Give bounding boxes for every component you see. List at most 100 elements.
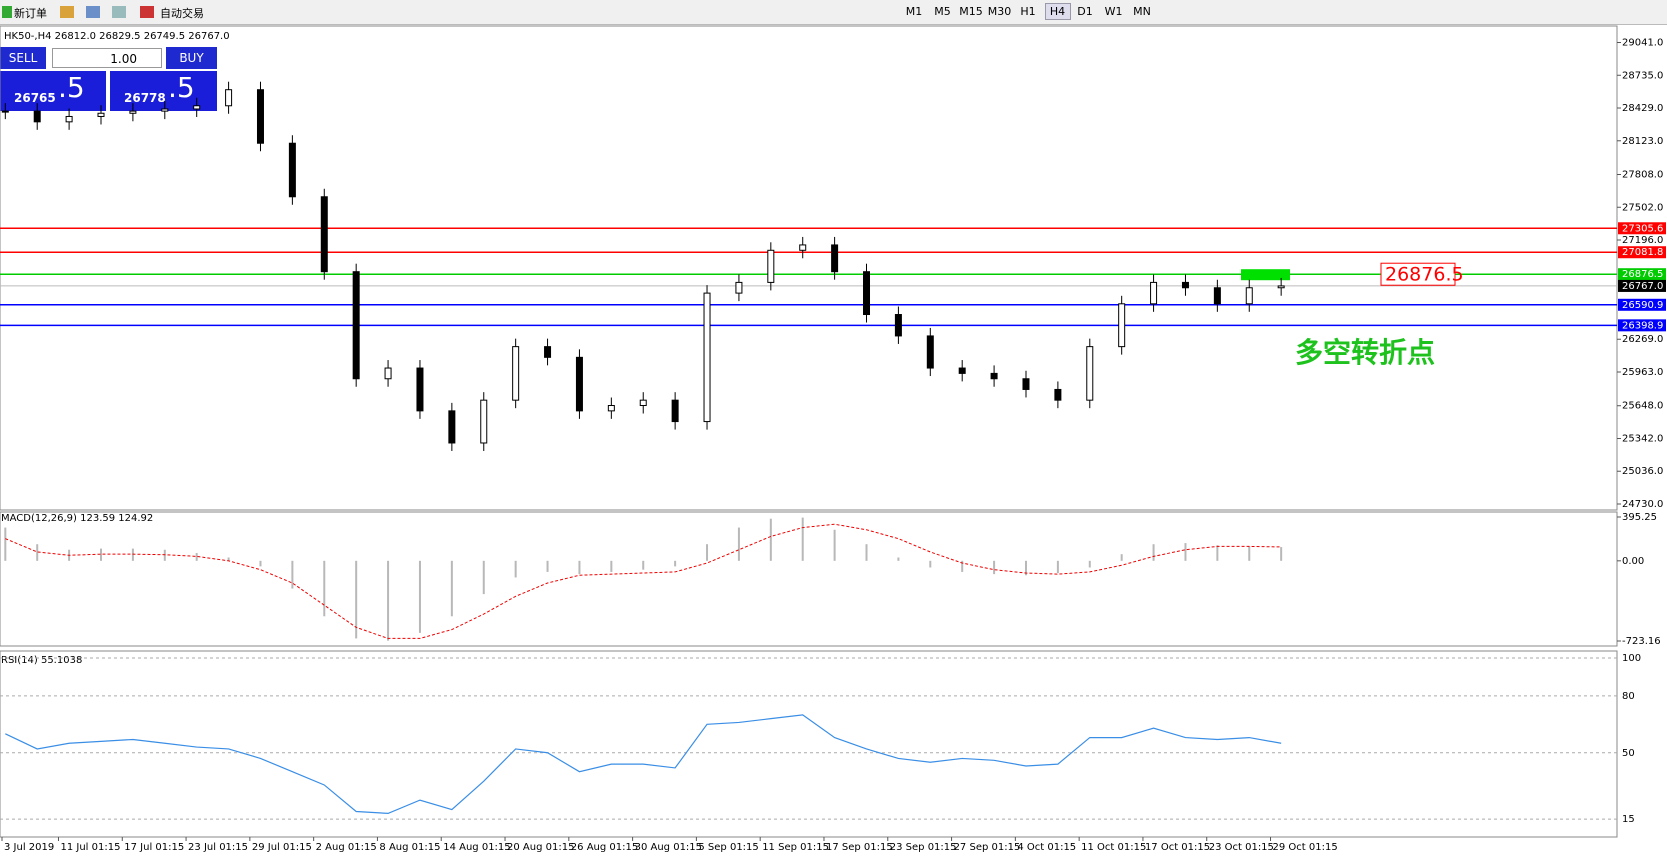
buy-button[interactable]: BUY xyxy=(166,47,217,69)
candle xyxy=(1118,303,1126,348)
macd-bar xyxy=(961,560,964,572)
ask-box[interactable]: 26778 .5 xyxy=(110,71,217,111)
y-tick-label: -723.16 xyxy=(1622,636,1661,647)
timeframe[interactable]: MN xyxy=(1133,5,1151,18)
macd-bar xyxy=(993,560,996,575)
candle xyxy=(607,405,615,412)
bid-box[interactable]: 26765 .5 xyxy=(0,71,106,111)
candle xyxy=(320,196,328,273)
trade-panel: SELL 1.00 BUY 26765 .5 26778 .5 xyxy=(0,47,217,111)
macd-bar xyxy=(291,560,294,589)
x-tick-label: 29 Oct 01:15 xyxy=(1273,842,1338,853)
candle xyxy=(480,399,488,444)
candle xyxy=(384,367,392,380)
y-tick-label: 28429.0 xyxy=(1622,103,1663,114)
level-label: 26398.9 xyxy=(1622,320,1663,331)
macd-bar xyxy=(195,553,198,561)
candle xyxy=(448,410,456,444)
candle xyxy=(225,89,233,107)
timeframe[interactable]: M15 xyxy=(959,5,983,18)
y-tick-label: 25648.0 xyxy=(1622,401,1663,412)
symbol-info: HK50-,H4 26812.0 26829.5 26749.5 26767.0 xyxy=(4,31,230,42)
level-label: 27305.6 xyxy=(1622,223,1663,234)
rsi-line xyxy=(5,714,1282,814)
timeframe[interactable]: H4 xyxy=(1044,3,1071,20)
x-tick-label: 26 Aug 01:15 xyxy=(571,842,638,853)
candle xyxy=(1150,281,1158,305)
macd-bar xyxy=(1216,545,1219,561)
icon xyxy=(2,6,12,18)
macd-bar xyxy=(1152,544,1155,561)
macd-frame xyxy=(0,511,1618,647)
marker xyxy=(1241,269,1290,281)
macd-bar xyxy=(1184,543,1187,561)
ask-price: 26778 xyxy=(124,91,166,105)
x-tick-label: 5 Sep 01:15 xyxy=(698,842,758,853)
candle xyxy=(799,244,807,251)
ask-fraction: .5 xyxy=(168,71,195,104)
timeframe[interactable]: H1 xyxy=(1020,5,1036,18)
macd-bar xyxy=(100,548,103,561)
candle xyxy=(544,346,552,358)
macd-bar xyxy=(387,560,390,641)
icon[interactable] xyxy=(112,6,126,18)
y-tick-label: 24730.0 xyxy=(1622,499,1663,510)
macd-bar xyxy=(418,560,421,633)
x-tick-label: 23 Oct 01:15 xyxy=(1209,842,1274,853)
sell-button[interactable]: SELL xyxy=(0,47,46,69)
y-tick-label: 80 xyxy=(1622,691,1635,702)
macd-bar xyxy=(514,560,517,578)
callout-label: 26876.5 xyxy=(1385,264,1464,286)
icon[interactable] xyxy=(60,6,74,18)
auto-trading[interactable]: 自动交易 xyxy=(160,7,204,20)
timeframe[interactable]: M5 xyxy=(934,5,951,18)
bid-fraction: .5 xyxy=(58,71,85,104)
candle xyxy=(129,110,137,114)
level-tag xyxy=(1618,222,1666,235)
y-tick-label: 100 xyxy=(1622,653,1641,664)
macd-bar xyxy=(1280,547,1283,561)
timeframe[interactable]: M30 xyxy=(987,5,1012,18)
x-tick-label: 20 Aug 01:15 xyxy=(507,842,574,853)
macd-bar xyxy=(769,518,772,561)
level-tag xyxy=(1618,298,1666,311)
macd-bar xyxy=(482,560,485,595)
y-tick-label: 28735.0 xyxy=(1622,70,1663,81)
macd-bar xyxy=(355,560,358,639)
candle xyxy=(735,281,743,294)
level-label: 27081.8 xyxy=(1622,247,1663,258)
x-tick-label: 4 Oct 01:15 xyxy=(1017,842,1076,853)
level-tag xyxy=(1618,246,1666,259)
timeframe[interactable]: W1 xyxy=(1104,5,1123,18)
toolbar: 新订单 自动交易 M1 M5 M15 M30 H1 H4 D1 W1 MN xyxy=(0,0,1667,25)
y-tick-label: 27502.0 xyxy=(1622,202,1663,213)
candle xyxy=(288,142,296,198)
rsi-label: RSI(14) 55.1038 xyxy=(1,655,82,666)
macd-bar xyxy=(833,529,836,561)
level-label: 26876.5 xyxy=(1622,269,1663,280)
macd-bar xyxy=(131,548,134,561)
candle xyxy=(926,335,934,369)
y-tick-label: 28123.0 xyxy=(1622,136,1663,147)
macd-bar xyxy=(1056,560,1059,574)
x-tick-label: 17 Oct 01:15 xyxy=(1145,842,1210,853)
level-tag xyxy=(1618,279,1666,292)
macd-bar xyxy=(227,557,230,561)
level-tag xyxy=(1618,319,1666,332)
timeframe[interactable]: M1 xyxy=(905,5,923,18)
macd-bar xyxy=(1024,560,1027,576)
volume-input[interactable]: 1.00 xyxy=(52,48,162,68)
x-tick-label: 17 Sep 01:15 xyxy=(826,842,893,853)
icon[interactable] xyxy=(140,6,154,18)
level-tag xyxy=(1618,268,1666,281)
signal-line xyxy=(5,523,1282,639)
x-tick-label: 11 Jul 01:15 xyxy=(60,842,120,853)
macd-bar xyxy=(546,560,549,572)
macd-bar xyxy=(4,527,7,561)
icon[interactable] xyxy=(86,6,100,18)
level-label: 26590.9 xyxy=(1622,300,1663,311)
macd-label: MACD(12,26,9) 123.59 124.92 xyxy=(1,513,153,524)
x-tick-label: 8 Aug 01:15 xyxy=(379,842,440,853)
timeframe[interactable]: D1 xyxy=(1077,5,1093,18)
new-order[interactable]: 新订单 xyxy=(14,7,47,20)
